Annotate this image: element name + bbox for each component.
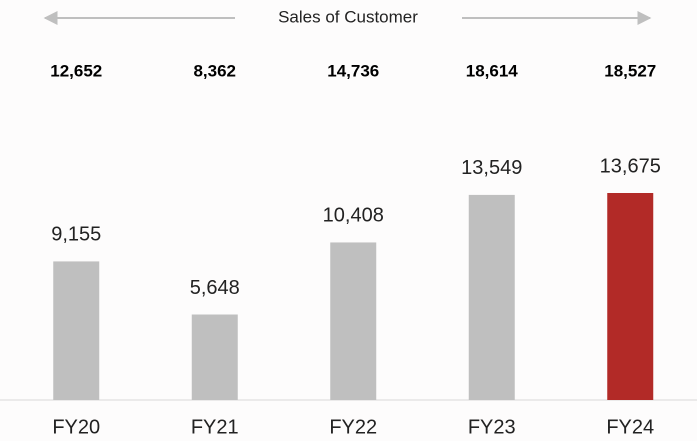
- bar: [191, 314, 238, 400]
- bar: [468, 194, 515, 400]
- x-tick-label: FY23: [468, 416, 516, 438]
- bar: [330, 242, 377, 400]
- value-label: 13,675: [600, 155, 661, 177]
- customer-sales-label: 12,652: [50, 61, 102, 80]
- x-tick-label: FY20: [52, 416, 100, 438]
- bar: [607, 193, 654, 400]
- value-label: 10,408: [323, 205, 384, 227]
- header: Sales of Customer: [278, 7, 418, 26]
- bar: [53, 261, 100, 400]
- customer-sales-label: 18,614: [466, 61, 519, 80]
- value-label: 5,648: [190, 277, 240, 299]
- value-label: 13,549: [461, 157, 522, 179]
- x-tick-label: FY21: [191, 416, 239, 438]
- customer-sales-label: 18,527: [604, 61, 656, 80]
- x-tick-label: FY22: [329, 416, 377, 438]
- x-tick-label: FY24: [606, 416, 654, 438]
- customer-sales-label: 14,736: [327, 61, 379, 80]
- customer-sales-label: 8,362: [193, 61, 236, 80]
- value-label: 9,155: [51, 224, 101, 246]
